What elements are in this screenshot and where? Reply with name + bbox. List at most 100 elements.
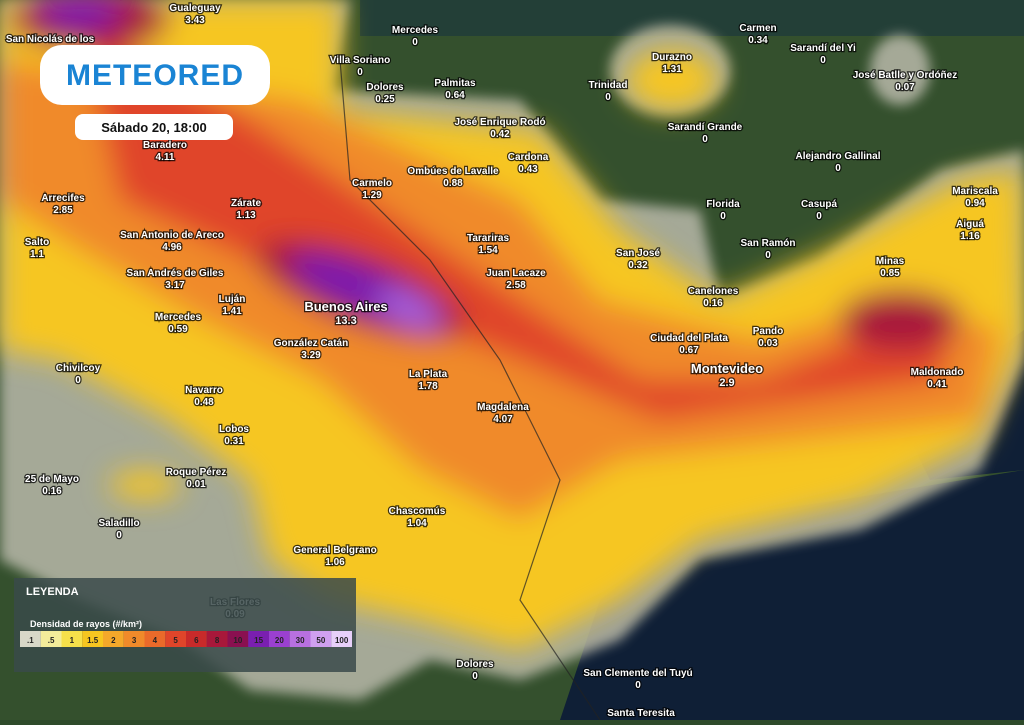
city-name: Palmitas [434, 78, 476, 89]
city-name: Carmelo [352, 178, 392, 189]
city-value: 0.32 [628, 260, 648, 271]
legend-swatch [20, 631, 41, 647]
legend-swatch [103, 631, 124, 647]
legend-swatch [310, 631, 332, 647]
city-name: Baradero [143, 140, 187, 151]
city-value: 0 [75, 375, 81, 386]
city-name: San Clemente del Tuyú [583, 668, 692, 679]
city-value: 0 [820, 55, 826, 66]
city-value: 0.31 [224, 436, 244, 447]
city-name: Mercedes [155, 312, 202, 323]
city-name: Mariscala [952, 186, 998, 197]
city-value: 0.85 [880, 268, 900, 279]
city-name: Lobos [219, 424, 249, 435]
legend-tick-label: 30 [296, 636, 305, 645]
city-name: Carmen [739, 23, 776, 34]
city-name: José Batlle y Ordóñez [853, 70, 957, 81]
legend-swatch [269, 631, 290, 647]
city-value: 1.41 [222, 306, 242, 317]
city-name: Chivilcoy [56, 363, 101, 374]
legend-swatch [144, 631, 166, 647]
city-value: 0.01 [186, 479, 206, 490]
city-value: 0.59 [168, 324, 188, 335]
city-value: 4.07 [493, 414, 513, 425]
city-name: Juan Lacaze [486, 268, 546, 279]
city-name: Durazno [652, 52, 692, 63]
city-name: Roque Pérez [166, 467, 227, 478]
city-name: San José [616, 248, 660, 259]
legend-tick-label: 100 [335, 636, 349, 645]
city-name: Ciudad del Plata [650, 333, 728, 344]
city-name: General Belgrano [293, 545, 376, 556]
legend-swatch [331, 631, 352, 647]
city-name: Chascomús [389, 506, 446, 517]
legend-tick-label: 4 [153, 636, 158, 645]
city-value: 4.11 [156, 152, 175, 163]
legend-tick-label: 20 [275, 636, 284, 645]
legend-swatch [289, 631, 311, 647]
legend-tick-label: 15 [254, 636, 263, 645]
city-name: San Andrés de Giles [127, 268, 224, 279]
legend-swatch [123, 631, 145, 647]
timestamp-box [75, 114, 233, 140]
city-value: 0.16 [42, 486, 62, 497]
city-value: 1.1 [30, 249, 44, 260]
city-value: 4.96 [162, 242, 182, 253]
city-name: Navarro [185, 385, 223, 396]
city-value: 3.43 [185, 15, 205, 26]
city-value: 1.06 [325, 557, 345, 568]
city-name: Canelones [688, 286, 739, 297]
city-name: Zárate [231, 198, 261, 209]
city-name: San Antonio de Areco [120, 230, 224, 241]
legend-tick-label: 1.5 [87, 636, 99, 645]
city-value: 0 [472, 671, 478, 682]
legend-swatch [40, 631, 62, 647]
legend-tick-label: 50 [316, 636, 325, 645]
city-name: Trinidad [589, 80, 628, 91]
legend-box [14, 578, 356, 672]
city-name: Minas [876, 256, 905, 267]
city-value: 0.03 [758, 338, 778, 349]
city-name: Magdalena [477, 402, 529, 413]
city-name: Luján [219, 294, 246, 305]
city-value: 0.43 [518, 164, 538, 175]
city-value: 1.31 [662, 64, 682, 75]
city-value: 0 [835, 163, 841, 174]
road [339, 59, 601, 721]
city-value: 0.94 [965, 198, 985, 209]
city-value: 0 [116, 530, 122, 541]
city-value: 1.29 [362, 190, 382, 201]
legend-swatch [82, 631, 103, 647]
city-value: 0.48 [194, 397, 214, 408]
city-value: 0.16 [703, 298, 723, 309]
city-value: 1.54 [478, 245, 498, 256]
legend-swatch [248, 631, 269, 647]
city-name: Saladillo [98, 518, 139, 529]
city-name: La Plata [409, 369, 448, 380]
city-name: Casupá [801, 199, 838, 210]
logo-box [40, 45, 270, 105]
city-name: Mercedes [392, 25, 439, 36]
city-value: 0 [412, 37, 418, 48]
city-value: 1.04 [407, 518, 427, 529]
city-name: Buenos Aires [304, 299, 387, 314]
city-name: Dolores [366, 82, 404, 93]
city-name: Gualeguay [169, 3, 221, 14]
city-name: Sarandí Grande [668, 122, 743, 133]
legend-tick-label: 10 [233, 636, 242, 645]
city-value: 0.88 [443, 178, 463, 189]
city-name: Aiguá [956, 219, 984, 230]
city-value: 1.16 [960, 231, 980, 242]
city-name: Salto [25, 237, 49, 248]
city-value: 1.13 [236, 210, 256, 221]
legend-tick-label: 2 [111, 636, 116, 645]
legend-tick-label: .5 [48, 636, 55, 645]
city-name: Ombúes de Lavalle [407, 166, 499, 177]
city-value: 0 [357, 67, 363, 78]
city-name: José Enrique Rodó [454, 117, 545, 128]
city-value: 13.3 [335, 315, 356, 327]
legend-swatch [227, 631, 249, 647]
